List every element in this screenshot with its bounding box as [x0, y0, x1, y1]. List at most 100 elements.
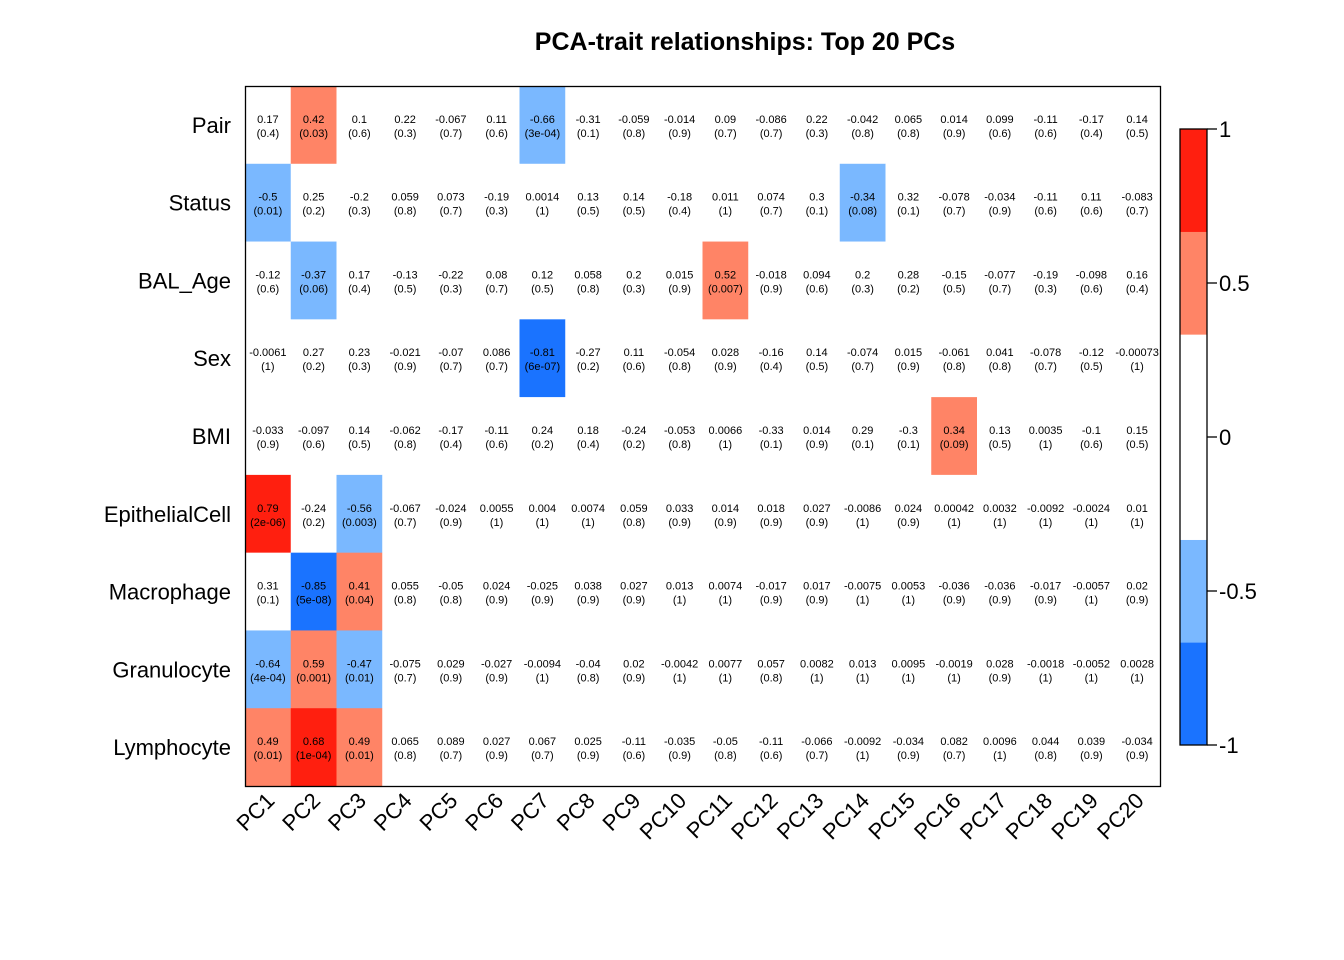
heatmap-cell: [656, 397, 703, 476]
legend-tick-label: 0: [1219, 425, 1231, 450]
heatmap-cell: [1022, 630, 1069, 709]
heatmap-cell: [702, 474, 749, 553]
heatmap-cell: [1022, 241, 1069, 320]
heatmap-cell: [1114, 397, 1161, 476]
cell-pvalue-label: (0.5): [348, 439, 371, 451]
heatmap-cell: [885, 630, 932, 709]
heatmap-cell: [290, 708, 337, 787]
cell-pvalue-label: (0.6): [989, 128, 1012, 140]
heatmap-cell: [885, 163, 932, 242]
cell-pvalue-label: (1): [947, 672, 960, 684]
cell-value-label: -0.16: [759, 347, 784, 359]
cell-value-label: -0.31: [576, 114, 601, 126]
row-label: Lymphocyte: [113, 735, 231, 760]
heatmap-cell: [794, 86, 841, 165]
heatmap-cell: [931, 319, 978, 398]
cell-pvalue-label: (0.8): [851, 128, 874, 140]
cell-value-label: 0.29: [852, 425, 873, 437]
cell-value-label: -0.04: [576, 658, 601, 670]
legend-color-bin: [1180, 539, 1207, 643]
heatmap-cell: [702, 630, 749, 709]
color-legend: 1 0.5 0 -0.5 -1: [1179, 117, 1257, 758]
heatmap-cell: [977, 630, 1024, 709]
cell-pvalue-label: (0.8): [577, 283, 600, 295]
cell-value-label: 0.094: [803, 269, 831, 281]
heatmap-cell: [656, 474, 703, 553]
heatmap-cell: [656, 708, 703, 787]
cell-value-label: -0.097: [298, 425, 329, 437]
cell-value-label: -0.11: [484, 425, 508, 437]
column-label: PC13: [772, 788, 829, 845]
cell-pvalue-label: (0.5): [531, 283, 554, 295]
cell-value-label: 0.013: [849, 658, 877, 670]
cell-value-label: -0.24: [621, 425, 646, 437]
heatmap-cell: [519, 86, 566, 165]
heatmap-cell: [748, 630, 795, 709]
cell-value-label: -0.12: [1079, 347, 1104, 359]
heatmap-cell: [1068, 708, 1115, 787]
cell-value-label: 0.011: [712, 192, 739, 204]
heatmap-cell: [656, 630, 703, 709]
cell-value-label: 0.11: [486, 114, 507, 126]
cell-value-label: 0.2: [855, 269, 870, 281]
column-labels: PC1PC2PC3PC4PC5PC6PC7PC8PC9PC10PC11PC12P…: [231, 788, 1148, 845]
heatmap-cell: [428, 397, 475, 476]
cell-value-label: 0.59: [303, 658, 324, 670]
cell-pvalue-label: (0.9): [897, 517, 920, 529]
cell-pvalue-label: (1): [856, 595, 869, 607]
cell-pvalue-label: (0.2): [577, 361, 600, 373]
cell-pvalue-label: (0.7): [394, 672, 417, 684]
cell-value-label: 0.24: [532, 425, 553, 437]
cell-pvalue-label: (0.1): [760, 439, 783, 451]
heatmap-cell: [1022, 319, 1069, 398]
cell-value-label: 0.00042: [934, 503, 974, 515]
cell-value-label: 0.31: [257, 581, 278, 593]
cell-value-label: 0.014: [940, 114, 968, 126]
cell-pvalue-label: (0.9): [257, 439, 280, 451]
heatmap-cell: [336, 630, 383, 709]
cell-value-label: -0.025: [527, 581, 558, 593]
cell-value-label: -0.19: [484, 192, 509, 204]
cell-pvalue-label: (0.1): [257, 595, 280, 607]
cell-value-label: -0.15: [942, 269, 967, 281]
cell-pvalue-label: (0.6): [806, 283, 829, 295]
cell-pvalue-label: (0.6): [623, 750, 646, 762]
cell-value-label: -0.0061: [249, 347, 286, 359]
heatmap-cell: [336, 397, 383, 476]
cell-value-label: -0.11: [1033, 192, 1057, 204]
heatmap-cell: [611, 319, 658, 398]
cell-pvalue-label: (0.8): [1034, 750, 1057, 762]
cell-value-label: 0.0032: [983, 503, 1017, 515]
heatmap-cell: [519, 630, 566, 709]
cell-pvalue-label: (0.8): [394, 206, 417, 218]
cell-pvalue-label: (0.9): [440, 672, 463, 684]
cell-pvalue-label: (0.8): [668, 361, 691, 373]
heatmap-cell: [245, 163, 292, 242]
cell-value-label: -0.07: [438, 347, 463, 359]
cell-pvalue-label: (3e-04): [525, 128, 560, 140]
heatmap-cell: [428, 630, 475, 709]
heatmap-cell: [931, 552, 978, 631]
heatmap-cell: [794, 552, 841, 631]
cell-value-label: 0.065: [895, 114, 923, 126]
row-label: Pair: [192, 113, 231, 138]
cell-pvalue-label: (0.4): [440, 439, 463, 451]
cell-pvalue-label: (0.7): [394, 517, 417, 529]
heatmap-cell: [290, 86, 337, 165]
heatmap-cell: [1068, 163, 1115, 242]
cell-value-label: 0.1: [352, 114, 367, 126]
cell-pvalue-label: (0.8): [943, 361, 966, 373]
heatmap-cell: [1022, 86, 1069, 165]
heatmap-cell: [565, 241, 612, 320]
heatmap-cell: [473, 708, 520, 787]
heatmap-cell: [931, 708, 978, 787]
cell-value-label: 0.14: [1126, 114, 1147, 126]
cell-value-label: -0.034: [893, 736, 924, 748]
cell-pvalue-label: (1): [993, 517, 1006, 529]
cell-pvalue-label: (0.9): [760, 517, 783, 529]
heatmap-cell: [611, 630, 658, 709]
cell-pvalue-label: (0.2): [531, 439, 554, 451]
cell-pvalue-label: (0.9): [989, 206, 1012, 218]
cell-pvalue-label: (1): [536, 517, 549, 529]
heatmap-cell: [611, 397, 658, 476]
